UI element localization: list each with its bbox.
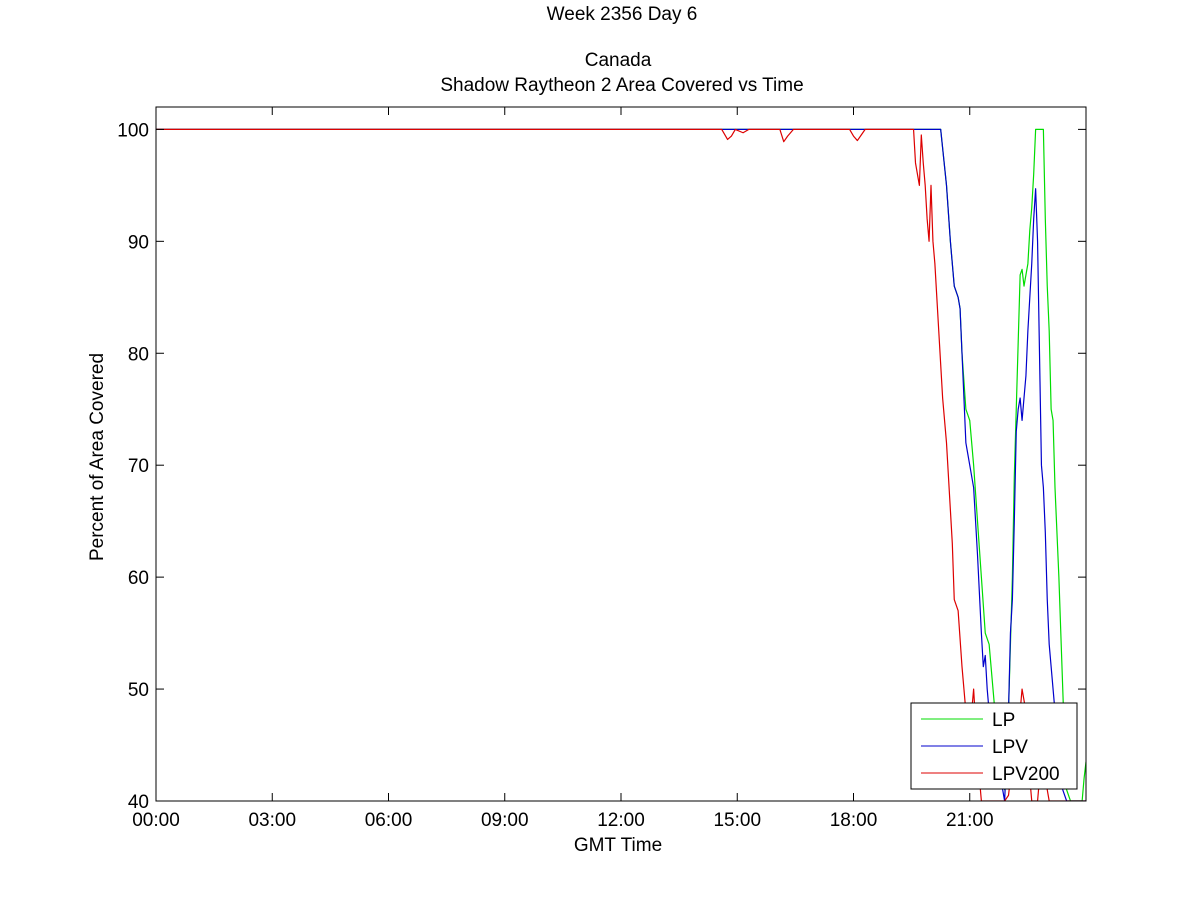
legend-label-lpv: LPV	[992, 737, 1028, 758]
plot-area-frame	[155, 106, 1087, 802]
x-axis-label: GMT Time	[574, 835, 662, 856]
y-axis-label: Percent of Area Covered	[87, 353, 108, 561]
y-tick-label: 80	[128, 344, 149, 365]
x-tick-label: 15:00	[713, 810, 761, 831]
x-tick-label: 00:00	[132, 810, 180, 831]
chart-title-line-4: Shadow Raytheon 2 Area Covered vs Time	[440, 75, 803, 96]
y-tick-label: 70	[128, 456, 149, 477]
y-tick-label: 50	[128, 680, 149, 701]
legend-label-lp: LP	[992, 710, 1015, 731]
chart-title-line-1: Week 2356 Day 6	[547, 4, 698, 25]
x-tick-label: 06:00	[365, 810, 413, 831]
legend: LP LPV LPV200	[910, 702, 1078, 790]
y-tick-label: 60	[128, 568, 149, 589]
series-line-lpv	[156, 128, 1086, 801]
y-tick-label: 100	[117, 120, 149, 141]
y-tick-label: 40	[128, 792, 149, 813]
x-tick-label: 12:00	[597, 810, 645, 831]
x-tick-label: 21:00	[946, 810, 994, 831]
ticks-layer: 00:00 03:00 06:00 09:00 12:00 15:00 18:00 21:00…	[117, 107, 1086, 831]
legend-label-lpv200: LPV200	[992, 764, 1060, 785]
chart-title-line-3: Canada	[585, 50, 652, 71]
x-tick-label: 03:00	[248, 810, 296, 831]
x-tick-label: 18:00	[830, 810, 878, 831]
y-tick-label: 90	[128, 232, 149, 253]
x-tick-label: 09:00	[481, 810, 529, 831]
